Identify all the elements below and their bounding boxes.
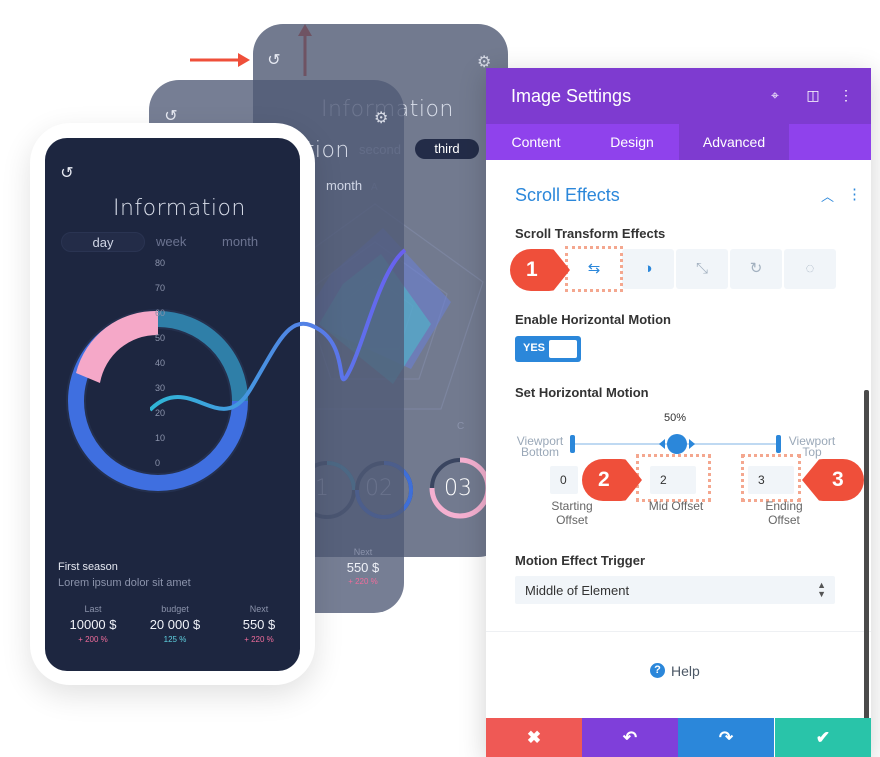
history-icon: ↺ xyxy=(267,52,281,69)
ending-offset-label: Ending Offset xyxy=(765,499,803,527)
help-icon[interactable]: ? xyxy=(650,663,665,678)
axis-tick: 70 xyxy=(155,283,166,293)
stat-budget-value: 20 000 $ xyxy=(149,617,201,632)
rotate-icon[interactable]: ↻ xyxy=(730,249,782,289)
ring-number-3: 03 xyxy=(444,476,472,501)
highlight-box xyxy=(565,246,623,292)
mid-offset-input[interactable]: 2 xyxy=(650,466,696,494)
axis-tick: 40 xyxy=(155,358,166,368)
stat-last-delta: + 200 % xyxy=(78,635,108,644)
scale-icon[interactable]: ⤡ xyxy=(676,249,728,289)
target-icon[interactable]: ⌖ xyxy=(771,87,779,103)
image-settings-panel: Image Settings ⌖ ◫ ⋮ Content Design Adva… xyxy=(486,68,871,757)
segment-month: month xyxy=(326,178,363,193)
arrow-right-icon xyxy=(190,53,250,67)
save-button[interactable]: ✔ xyxy=(775,718,871,757)
section-more-icon[interactable]: ⋮ xyxy=(847,186,862,203)
chevron-up-icon[interactable]: ︿ xyxy=(821,189,835,204)
stat-next-label: Next xyxy=(249,604,269,614)
more-icon[interactable]: ⋮ xyxy=(839,87,853,103)
season-text: Lorem ipsum dolor sit amet xyxy=(58,577,191,589)
history-icon: ↺ xyxy=(60,165,74,182)
phone-card-front: ↺ Information day week month 80 70 60 50… xyxy=(45,138,300,671)
slider-start-handle[interactable] xyxy=(570,435,575,453)
axis-tick: 0 xyxy=(155,458,161,468)
axis-tick: 50 xyxy=(155,333,166,343)
panel-header: Image Settings ⌖ ◫ ⋮ xyxy=(486,68,871,124)
trigger-value: Middle of Element xyxy=(525,583,630,598)
viewport-top-label: Viewport Top xyxy=(788,434,836,459)
stat-budget-label: Budget xyxy=(161,604,189,614)
axis-tick: 20 xyxy=(155,408,166,418)
stat-next-value: 550 $ xyxy=(242,617,276,632)
segment-third: third xyxy=(415,139,479,159)
trigger-label: Motion Effect Trigger xyxy=(515,553,645,568)
radar-label-c: C xyxy=(457,421,464,432)
opacity-icon[interactable]: ◌ xyxy=(784,249,836,289)
panel-scrollbar[interactable] xyxy=(864,390,869,720)
undo-button[interactable]: ↶ xyxy=(582,718,678,757)
mid-percent: 50% xyxy=(664,412,687,424)
split-icon[interactable]: ◫ xyxy=(806,87,820,103)
redo-button[interactable]: ↷ xyxy=(678,718,774,757)
panel-title: Image Settings xyxy=(511,86,632,106)
stat-last-label: Last xyxy=(84,604,102,614)
slider-right-arrow xyxy=(689,439,695,449)
trigger-select[interactable]: Middle of Element ▲ ▼ xyxy=(515,576,835,604)
section-title[interactable]: Scroll Effects xyxy=(515,185,620,205)
horizontal-motion-icon[interactable]: ⇆ xyxy=(568,249,620,289)
stat-last-value: 10000 $ xyxy=(69,617,117,632)
set-horizontal-label: Set Horizontal Motion xyxy=(515,385,649,400)
segment-month: month xyxy=(222,234,259,249)
slider-left-arrow xyxy=(659,439,665,449)
select-arrows-icon: ▲ ▼ xyxy=(817,580,826,599)
starting-offset-input[interactable]: 0 xyxy=(550,466,578,494)
ending-offset-input[interactable]: 3 xyxy=(748,466,794,494)
blur-icon[interactable]: ◑ xyxy=(622,249,674,289)
axis-tick: 30 xyxy=(155,383,166,393)
gear-icon: ⚙ xyxy=(374,110,389,127)
enable-horizontal-toggle[interactable]: YES xyxy=(515,336,581,362)
tab-content[interactable]: Content xyxy=(511,134,561,150)
history-icon: ↺ xyxy=(164,108,178,125)
axis-tick: 80 xyxy=(155,258,166,268)
mid-offset-label: Mid Offset xyxy=(648,499,704,513)
slider-end-handle[interactable] xyxy=(776,435,781,453)
close-button[interactable]: ✖ xyxy=(486,718,582,757)
tab-advanced[interactable]: Advanced xyxy=(679,124,789,160)
panel-tabs: Content Design Advanced xyxy=(486,124,871,160)
stat-budget-delta: 125 % xyxy=(163,635,187,644)
starting-offset-label: Starting Offset xyxy=(551,499,593,527)
axis-tick: 10 xyxy=(155,433,166,443)
line-chart-wave xyxy=(150,248,407,412)
toggle-label: YES xyxy=(523,342,546,354)
tab-design[interactable]: Design xyxy=(610,134,654,150)
highlight-box xyxy=(636,454,711,502)
season-title: First season xyxy=(58,561,118,573)
stat-next-label: Next xyxy=(353,547,373,557)
viewport-bottom-label: Viewport Bottom xyxy=(516,434,564,459)
y-axis: 80 70 60 50 40 30 20 10 0 xyxy=(155,258,175,488)
toggle-knob xyxy=(549,340,577,358)
stat-next-delta: + 220 % xyxy=(244,635,274,644)
help-link[interactable]: Help xyxy=(671,663,700,679)
segment-day: day xyxy=(61,232,145,252)
highlight-box xyxy=(741,454,801,502)
segment-week: week xyxy=(156,234,187,249)
scroll-transform-label: Scroll Transform Effects xyxy=(515,226,666,241)
stat-next-value: 550 $ xyxy=(346,560,380,575)
divider xyxy=(486,631,871,632)
enable-horizontal-label: Enable Horizontal Motion xyxy=(515,312,671,327)
stat-next-delta: + 220 % xyxy=(348,577,378,586)
gear-icon: ⚙ xyxy=(477,54,492,71)
slider-mid-handle[interactable] xyxy=(667,434,687,454)
axis-tick: 60 xyxy=(155,308,166,318)
card-title: Information xyxy=(113,196,246,221)
